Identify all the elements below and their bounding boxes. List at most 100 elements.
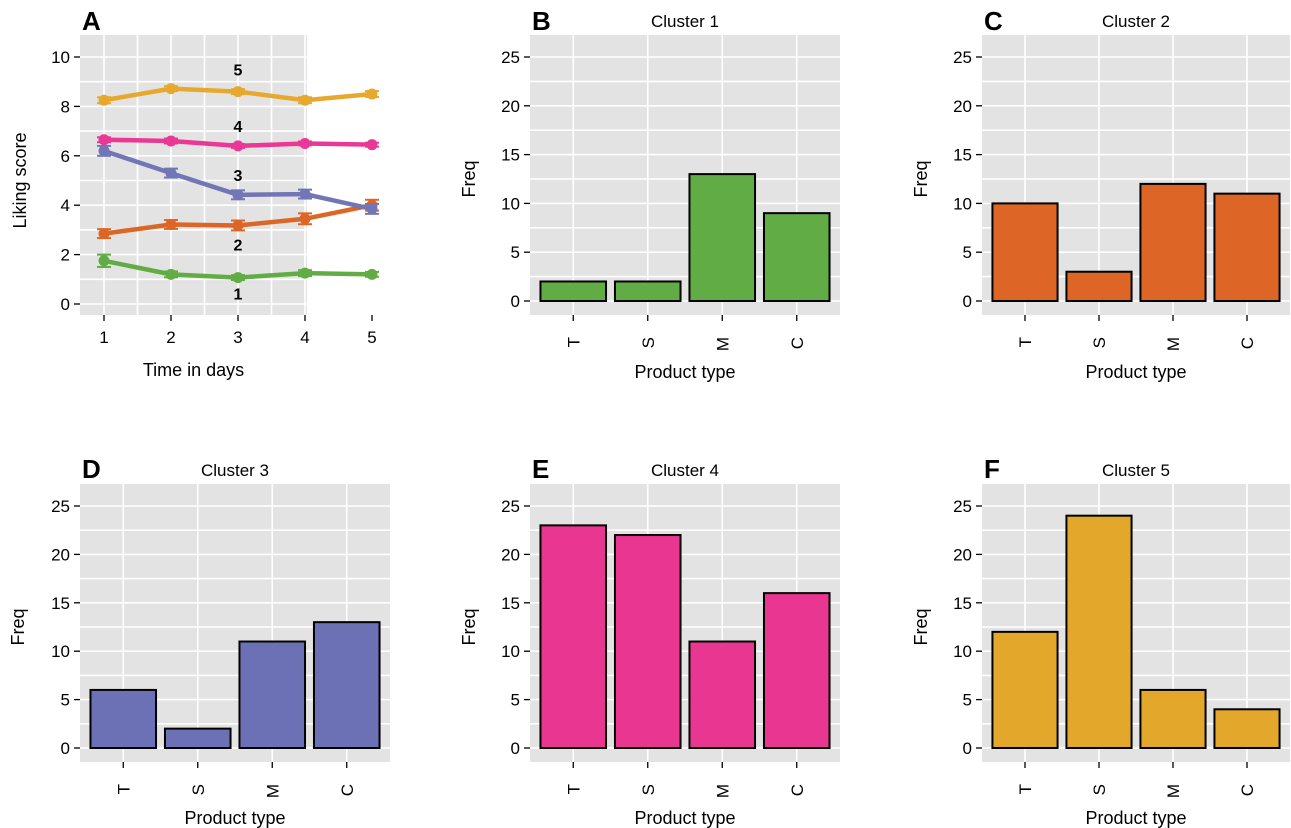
x-tick-label: T	[564, 784, 583, 794]
data-point	[165, 167, 177, 179]
y-tick-label: 15	[501, 146, 520, 165]
x-tick-label: M	[713, 337, 732, 351]
y-tick-label: 10	[953, 194, 972, 213]
bar-m	[1139, 182, 1207, 303]
y-tick-label: 8	[61, 97, 70, 116]
panel-title: Cluster 1	[651, 12, 719, 31]
bar-t	[539, 524, 608, 749]
panel-letter: E	[532, 454, 549, 484]
y-tick-label: 25	[501, 48, 520, 67]
bar-s	[163, 727, 232, 750]
y-tick-label: 10	[953, 642, 972, 661]
x-tick-label: 4	[300, 328, 309, 347]
data-point	[98, 134, 110, 146]
y-tick-label: 20	[51, 545, 70, 564]
y-tick-label: 5	[963, 243, 972, 262]
data-point	[366, 139, 378, 151]
panel-title: Cluster 5	[1102, 461, 1170, 480]
data-point	[232, 189, 244, 201]
data-point	[232, 272, 244, 284]
bar-t	[991, 202, 1059, 302]
y-tick-label: 25	[953, 48, 972, 67]
x-tick-label: C	[788, 337, 807, 349]
data-point	[98, 145, 110, 157]
panel-f: F Cluster 5 0 5 10 15 20 25 T S M C Product type Freq	[911, 454, 1290, 828]
panel-b: B Cluster 1 0 5 10 15 20 25 T S M C Product type Freq	[459, 6, 840, 382]
y-tick-label: 0	[61, 739, 70, 758]
data-point	[299, 137, 311, 149]
data-point	[299, 213, 311, 225]
x-axis-label: Product type	[634, 808, 735, 828]
x-tick-label: T	[114, 784, 133, 794]
series-label: 5	[234, 63, 243, 80]
bar-s	[1065, 270, 1133, 303]
data-point	[232, 140, 244, 152]
bar-c	[1213, 708, 1281, 750]
y-tick-label: 5	[61, 691, 70, 710]
x-tick-label: S	[639, 784, 658, 795]
panel-title: Cluster 4	[651, 461, 719, 480]
data-point	[299, 188, 311, 200]
bar-t	[539, 280, 608, 303]
series-label: 2	[234, 237, 243, 254]
y-axis-label: Freq	[911, 160, 931, 197]
y-tick-label: 0	[511, 739, 520, 758]
y-tick-label: 25	[953, 497, 972, 516]
data-point	[98, 94, 110, 106]
series-2: 2	[97, 198, 379, 254]
y-tick-label: 2	[61, 246, 70, 265]
y-tick-label: 6	[61, 147, 70, 166]
y-tick-label: 15	[501, 594, 520, 613]
y-tick-label: 10	[51, 642, 70, 661]
x-tick-label: T	[1016, 337, 1035, 347]
y-tick-label: 0	[963, 292, 972, 311]
x-tick-label: M	[263, 784, 282, 798]
bar-m	[688, 640, 757, 750]
data-point	[165, 135, 177, 147]
y-tick-label: 10	[51, 48, 70, 67]
data-point	[98, 255, 110, 267]
data-point	[366, 203, 378, 215]
x-axis-label: Time in days	[143, 360, 244, 380]
series-1: 1	[97, 253, 379, 304]
data-point	[232, 219, 244, 231]
y-axis-label: Freq	[911, 608, 931, 645]
series-5: 5	[97, 63, 379, 106]
bar-c	[312, 621, 381, 749]
x-axis-label: Product type	[634, 362, 735, 382]
panel-title: Cluster 3	[201, 461, 269, 480]
y-tick-label: 20	[501, 97, 520, 116]
x-tick-label: T	[564, 337, 583, 347]
x-tick-label: 1	[99, 328, 108, 347]
panel-letter: D	[82, 454, 101, 484]
y-tick-label: 25	[501, 497, 520, 516]
x-tick-label: S	[639, 337, 658, 348]
bar-t	[991, 630, 1059, 750]
x-tick-label: S	[1090, 337, 1109, 348]
bar-t	[89, 688, 158, 749]
x-tick-label: C	[1238, 337, 1257, 349]
bar-m	[1139, 688, 1207, 749]
y-tick-label: 0	[61, 295, 70, 314]
y-tick-label: 4	[61, 196, 70, 215]
series-3: 3	[97, 144, 379, 215]
y-axis-label: Freq	[8, 608, 28, 645]
x-tick-label: M	[1164, 337, 1183, 351]
y-axis-label: Liking score	[10, 132, 30, 228]
bar-m	[238, 640, 307, 750]
y-tick-label: 25	[51, 497, 70, 516]
y-tick-label: 5	[511, 691, 520, 710]
data-point	[299, 267, 311, 279]
x-tick-label: M	[713, 784, 732, 798]
y-tick-label: 20	[953, 97, 972, 116]
panel-d: D Cluster 3 0 5 10 15 20 25 T S M C Product type Freq	[8, 454, 390, 828]
series-label: 1	[234, 287, 243, 304]
x-axis-label: Product type	[1085, 362, 1186, 382]
y-tick-label: 5	[511, 243, 520, 262]
bar-s	[613, 280, 682, 303]
panel-letter: B	[532, 6, 551, 36]
data-point	[232, 86, 244, 98]
y-tick-label: 10	[501, 642, 520, 661]
y-axis-label: Freq	[459, 160, 479, 197]
y-tick-label: 15	[953, 146, 972, 165]
